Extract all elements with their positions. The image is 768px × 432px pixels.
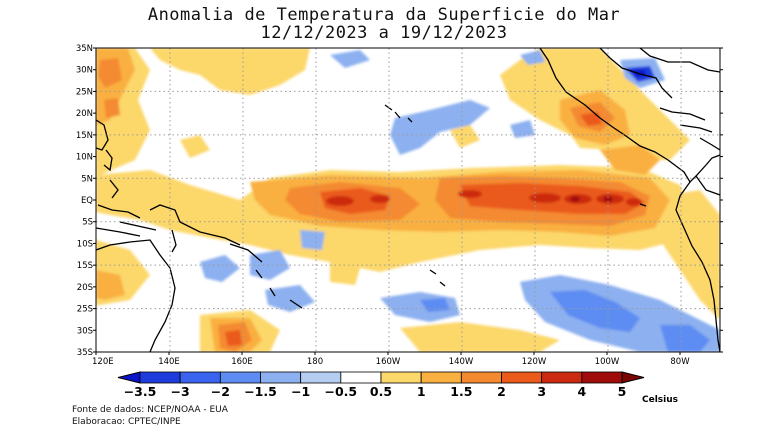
colorbar-arrow-high bbox=[621, 371, 645, 384]
lat-label: 25S bbox=[77, 305, 93, 315]
colorbar-arrow-low bbox=[117, 371, 141, 384]
colorbar-label: 2 bbox=[497, 384, 506, 399]
credit: Elaboracao: CPTEC/INPE bbox=[72, 417, 181, 427]
colorbar-label: 4 bbox=[577, 384, 586, 399]
lat-label: 10S bbox=[77, 239, 93, 249]
colorbar-swatch bbox=[380, 371, 422, 384]
map-title: Anomalia de Temperatura da Superficie do… bbox=[147, 5, 621, 25]
graticule bbox=[96, 48, 720, 352]
colorbar-label: 1.5 bbox=[450, 384, 472, 399]
colorbar-swatch bbox=[300, 371, 342, 384]
lon-label: 180 bbox=[307, 357, 323, 367]
lat-label: 15S bbox=[77, 261, 93, 271]
lon-label: 140E bbox=[158, 357, 180, 367]
data-source: Fonte de dados: NCEP/NOAA - EUA bbox=[72, 405, 228, 415]
colorbar-swatch bbox=[340, 371, 382, 384]
anomaly-field bbox=[96, 48, 720, 352]
colorbar: −3.5 −3 −2 −1.5 −1 −0.5 0.5 1 1.5 2 3 4 5 bbox=[117, 371, 645, 399]
colorbar-label: 1 bbox=[417, 384, 426, 399]
lon-label: 160E bbox=[231, 357, 253, 367]
colorbar-label: −2 bbox=[211, 384, 230, 399]
lat-label: 20S bbox=[77, 283, 93, 293]
colorbar-label: −1 bbox=[291, 384, 310, 399]
colorbar-swatch bbox=[139, 371, 181, 384]
lon-label: 100W bbox=[595, 357, 620, 367]
colorbar-swatch bbox=[219, 371, 261, 384]
colorbar-label: −3 bbox=[171, 384, 190, 399]
lat-label: 5N bbox=[81, 174, 93, 184]
colorbar-label: −1.5 bbox=[244, 384, 277, 399]
latitude-labels: 35N 30N 25N 20N 15N 10N 5N EQ 5S 10S 15S 20S 25S 30S 3… bbox=[76, 44, 723, 358]
colorbar-label: −0.5 bbox=[325, 384, 358, 399]
colorbar-unit: Celsius bbox=[642, 395, 678, 405]
colorbar-swatch bbox=[541, 371, 583, 384]
colorbar-swatch bbox=[501, 371, 543, 384]
colorbar-swatch bbox=[179, 371, 221, 384]
map-period: 12/12/2023 a 19/12/2023 bbox=[260, 23, 508, 43]
colorbar-label: 5 bbox=[618, 384, 627, 399]
lon-label: 80W bbox=[670, 357, 690, 367]
lat-label: 15N bbox=[76, 131, 93, 141]
lat-label: 35N bbox=[76, 44, 93, 54]
lat-label: 20N bbox=[76, 109, 93, 119]
colorbar-swatch bbox=[581, 371, 623, 384]
colorbar-label: −3.5 bbox=[124, 384, 157, 399]
colorbar-swatch bbox=[420, 371, 462, 384]
lat-label: 30N bbox=[76, 66, 93, 76]
lat-label: 35S bbox=[77, 348, 93, 358]
lat-label: 10N bbox=[76, 153, 93, 163]
lat-label: EQ bbox=[81, 196, 93, 206]
coastlines bbox=[96, 48, 720, 352]
lon-label: 140W bbox=[449, 357, 474, 367]
colorbar-swatch bbox=[260, 371, 302, 384]
colorbar-label: 0.5 bbox=[370, 384, 392, 399]
lon-label: 120E bbox=[92, 357, 114, 367]
colorbar-swatch bbox=[460, 371, 502, 384]
lat-label: 25N bbox=[76, 87, 93, 97]
colorbar-label: 3 bbox=[537, 384, 546, 399]
lat-label: 30S bbox=[77, 326, 93, 336]
lat-label: 5S bbox=[82, 218, 93, 228]
longitude-labels: 120E 140E 160E 180 160W 140W 120W 100W 80W bbox=[92, 352, 690, 367]
lon-label: 120W bbox=[522, 357, 547, 367]
lon-label: 160W bbox=[376, 357, 401, 367]
